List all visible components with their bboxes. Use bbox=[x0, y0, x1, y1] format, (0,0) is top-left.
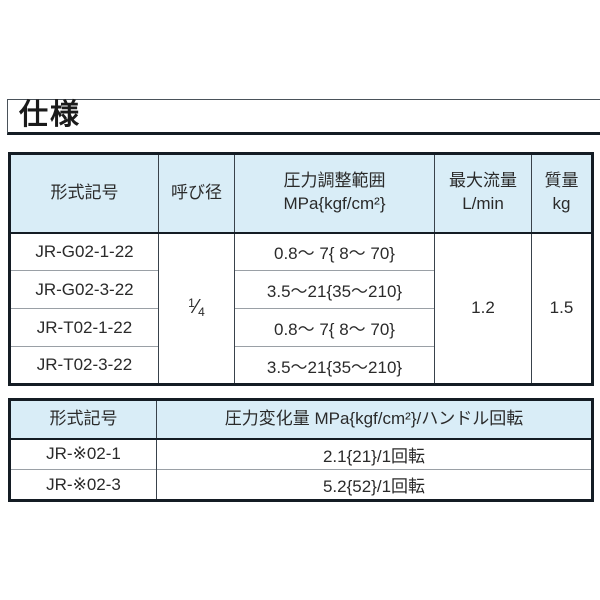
header-max-flow: 最大流量 L/min bbox=[434, 153, 532, 234]
table-row: JR-G02-3-22 3.5～21{35～210} bbox=[9, 270, 593, 309]
change-table-header-row: 形式記号 圧力変化量 MPa{kgf/cm²}/ハンドル回転 bbox=[9, 399, 593, 440]
diameter-cell: 1⁄4 bbox=[158, 232, 235, 385]
max-flow-cell: 1.2 bbox=[434, 232, 532, 385]
spec-table: 形式記号 呼び径 圧力調整範囲 MPa{kgf/cm²} 最大流量 L/min … bbox=[8, 152, 594, 386]
pressure-range-cell: 3.5～21{35～210} bbox=[234, 346, 435, 385]
model-cell: JR-G02-3-22 bbox=[9, 270, 159, 309]
diameter-fraction-numerator: 1 bbox=[188, 296, 195, 311]
table-row: JR-T02-3-22 3.5～21{35～210} bbox=[9, 346, 593, 385]
mass-cell: 1.5 bbox=[531, 232, 593, 385]
pressure-change-cell: 2.1{21}/1回転 bbox=[156, 438, 593, 470]
pressure-range-cell: 3.5～21{35～210} bbox=[234, 270, 435, 309]
header-model: 形式記号 bbox=[9, 399, 157, 440]
header-pressure-change: 圧力変化量 MPa{kgf/cm²}/ハンドル回転 bbox=[156, 399, 593, 440]
header-max-flow-line2: L/min bbox=[462, 194, 504, 214]
header-pressure-range-line1: 圧力調整範囲 bbox=[283, 171, 386, 191]
header-diameter: 呼び径 bbox=[158, 153, 235, 234]
table-row: JR-※02-3 5.2{52}/1回転 bbox=[9, 469, 593, 501]
header-model: 形式記号 bbox=[9, 153, 159, 234]
pressure-range-cell: 0.8～ 7{ 8～ 70} bbox=[234, 308, 435, 347]
model-cell: JR-※02-1 bbox=[9, 438, 157, 470]
header-pressure-range: 圧力調整範囲 MPa{kgf/cm²} bbox=[234, 153, 435, 234]
header-pressure-range-line2: MPa{kgf/cm²} bbox=[283, 194, 386, 214]
pressure-change-cell: 5.2{52}/1回転 bbox=[156, 469, 593, 501]
diameter-fraction-slash: ⁄ bbox=[194, 296, 199, 319]
section-title-box: 仕様 bbox=[7, 99, 600, 135]
table-row: JR-G02-1-22 1⁄4 0.8～ 7{ 8～ 70} 1.2 1.5 bbox=[9, 232, 593, 385]
header-max-flow-line1: 最大流量 bbox=[449, 171, 517, 191]
spec-table-header-row: 形式記号 呼び径 圧力調整範囲 MPa{kgf/cm²} 最大流量 L/min … bbox=[9, 153, 593, 234]
model-cell: JR-G02-1-22 bbox=[9, 232, 159, 271]
header-mass-line1: 質量 bbox=[544, 171, 579, 191]
header-mass: 質量 kg bbox=[531, 153, 593, 234]
pressure-change-table: 形式記号 圧力変化量 MPa{kgf/cm²}/ハンドル回転 JR-※02-1 … bbox=[8, 398, 594, 502]
pressure-range-cell: 0.8～ 7{ 8～ 70} bbox=[234, 232, 435, 271]
model-cell: JR-※02-3 bbox=[9, 469, 157, 501]
page-title: 仕様 bbox=[19, 98, 82, 131]
model-cell: JR-T02-3-22 bbox=[9, 346, 159, 385]
model-cell: JR-T02-1-22 bbox=[9, 308, 159, 347]
diameter-fraction-denominator: 4 bbox=[198, 305, 205, 320]
table-row: JR-T02-1-22 0.8～ 7{ 8～ 70} bbox=[9, 308, 593, 347]
table-row: JR-※02-1 2.1{21}/1回転 bbox=[9, 438, 593, 470]
header-mass-line2: kg bbox=[552, 194, 571, 214]
